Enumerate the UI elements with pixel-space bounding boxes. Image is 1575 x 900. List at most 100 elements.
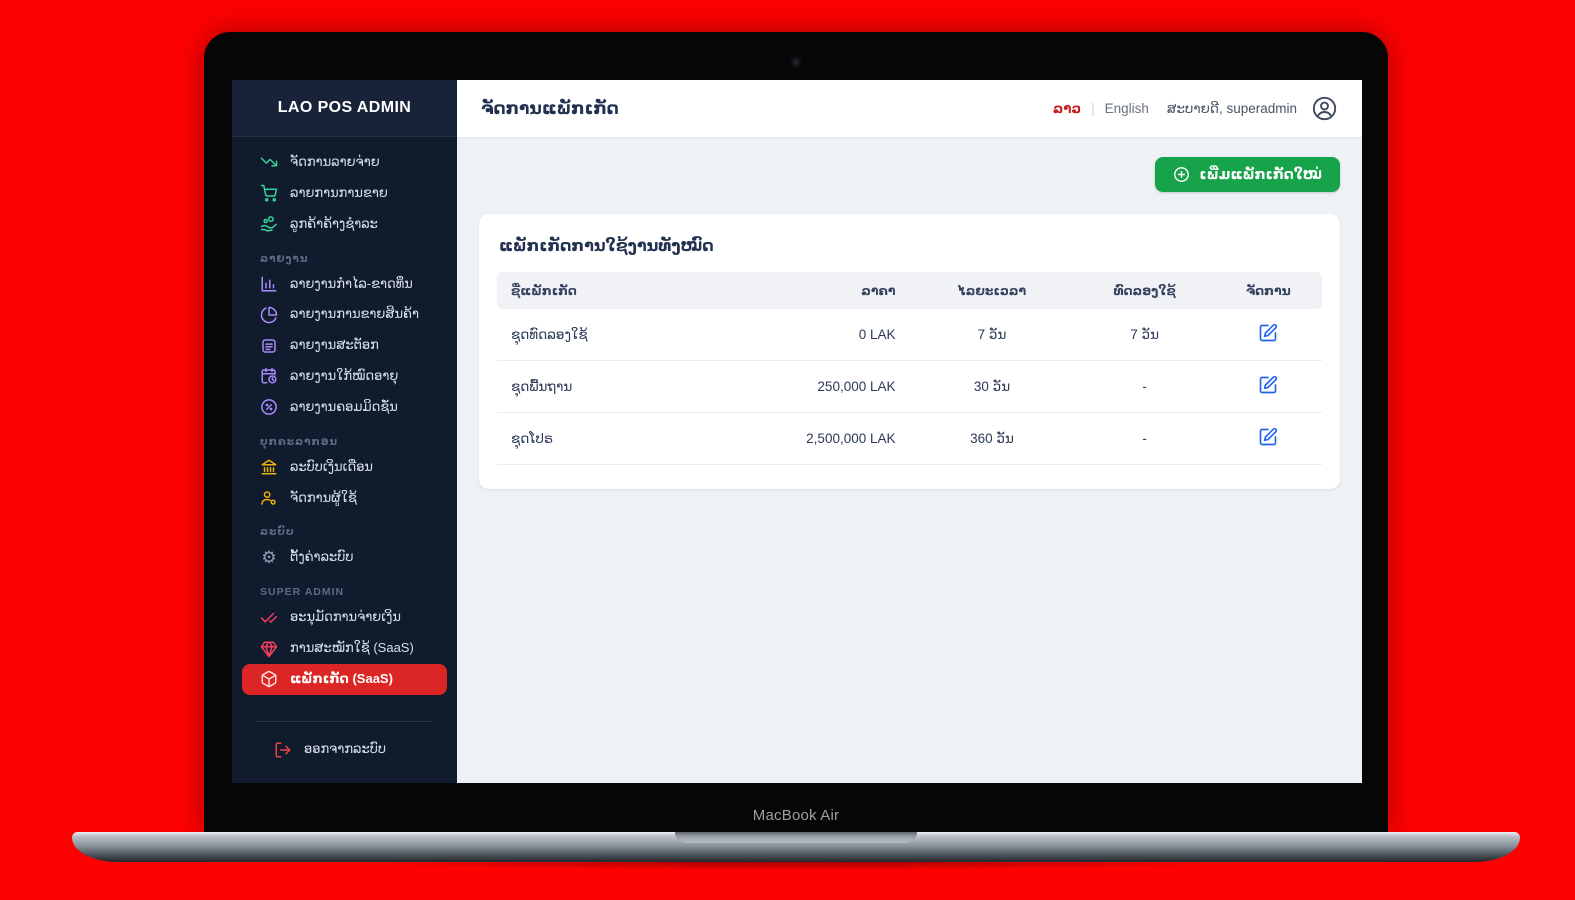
plus-circle-icon (1174, 167, 1190, 182)
pie-chart-icon (260, 306, 278, 324)
sidebar-item-label: ແພັກເກັດ (SaaS) (290, 670, 393, 686)
package-trial: - (1074, 412, 1215, 465)
sidebar-item-label: ການສະໝັກໃຊ້ (SaaS) (290, 640, 414, 656)
sidebar-item-system-settings[interactable]: ⚙ ຕັ້ງຄ່າລະບົບ (242, 542, 447, 573)
section-label-super-admin: SUPER ADMIN (260, 586, 345, 599)
logout-icon (274, 741, 292, 759)
webcam-icon (792, 58, 800, 66)
sidebar-item-approve-payments[interactable]: ອະນຸມັດການຈ່າຍເງິນ (242, 602, 447, 633)
table-header-row: ຊື່ແພັກເກັດ ລາຄາ ໄລຍະເວລາ ທົດລອງໃຊ້ ຈັດກ… (497, 272, 1322, 309)
sidebar-item-customer-debts[interactable]: ລູກຄ້າຄ້າງຊຳລະ (242, 209, 447, 240)
sidebar-item-label: ລາຍງານຄອມມິດຊັ່ນ (290, 398, 398, 414)
sidebar-item-packages-saas[interactable]: ແພັກເກັດ (SaaS) (242, 663, 447, 695)
user-badge-icon (260, 489, 278, 507)
bank-icon (260, 458, 278, 476)
package-icon (260, 670, 278, 688)
packages-card: ແພັກເກັດການໃຊ້ງານທັງໝົດ ຊື່ແພັກເກັດ ລາຄາ… (479, 214, 1340, 489)
package-duration: 360 ວັນ (909, 412, 1075, 465)
sidebar-item-subscriptions-saas[interactable]: ການສະໝັກໃຊ້ (SaaS) (242, 633, 447, 664)
main-area: ຈັດການແພັກເກັດ ລາວ | English ສະບາຍດີ, su… (457, 80, 1362, 783)
package-trial: 7 ວັນ (1074, 309, 1215, 361)
table-row: ຊຸດພື້ນຖານ 250,000 LAK 30 ວັນ - (497, 360, 1322, 413)
macbook-base (72, 832, 1520, 874)
sidebar-item-label: ລາຍງານກຳໄລ-ຂາດທຶນ (290, 275, 413, 291)
package-name: ຊຸດໂປຣ (497, 412, 778, 465)
packages-table: ຊື່ແພັກເກັດ ລາຄາ ໄລຍະເວລາ ທົດລອງໃຊ້ ຈັດກ… (497, 272, 1322, 465)
logout-area: ອອກຈາກລະບົບ (256, 721, 433, 783)
package-duration: 30 ວັນ (909, 360, 1075, 413)
sidebar-item-profit-loss-report[interactable]: ລາຍງານກຳໄລ-ຂາດທຶນ (242, 269, 447, 300)
sidebar-item-product-sales-report[interactable]: ລາຍງານການຂາຍສິນຄ້າ (242, 299, 447, 330)
column-header-price: ລາຄາ (777, 272, 910, 309)
sidebar-item-label: ລູກຄ້າຄ້າງຊຳລະ (290, 215, 378, 231)
user-greeting: ສະບາຍດີ, superadmin (1166, 100, 1297, 116)
macbook-screen-frame: LAO POS ADMIN ຈັດການລາຍຈ່າຍ ລາຍການການຂາຍ (204, 32, 1388, 832)
gem-icon (260, 640, 278, 658)
sidebar-item-payroll-system[interactable]: ລະບົບເງິນເດືອນ (242, 452, 447, 483)
trending-down-icon (260, 153, 278, 171)
calendar-clock-icon (260, 367, 278, 385)
app-window: LAO POS ADMIN ຈັດການລາຍຈ່າຍ ລາຍການການຂາຍ (232, 80, 1362, 783)
column-header-trial: ທົດລອງໃຊ້ (1074, 272, 1215, 309)
column-header-duration: ໄລຍະເວລາ (909, 272, 1075, 309)
column-header-name: ຊື່ແພັກເກັດ (497, 272, 778, 309)
macbook-hinge-notch (675, 832, 917, 843)
sidebar: LAO POS ADMIN ຈັດການລາຍຈ່າຍ ລາຍການການຂາຍ (232, 80, 457, 783)
package-price: 250,000 LAK (777, 360, 910, 413)
section-label-reports: ລາຍງານ (260, 252, 309, 265)
edit-package-button[interactable] (1258, 427, 1278, 447)
gear-icon: ⚙ (261, 548, 277, 568)
sidebar-item-commission-report[interactable]: ລາຍງານຄອມມິດຊັ່ນ (242, 392, 447, 423)
top-bar: ຈັດການແພັກເກັດ ລາວ | English ສະບາຍດີ, su… (457, 80, 1362, 137)
edit-package-button[interactable] (1258, 375, 1278, 395)
shopping-cart-icon (260, 184, 278, 202)
top-bar-right: ລາວ | English ສະບາຍດີ, superadmin (1053, 95, 1338, 122)
package-name: ຊຸດທົດລອງໃຊ້ (497, 309, 778, 361)
language-divider: | (1091, 101, 1095, 116)
add-package-label: ເພີ່ມແພັກເກັດໃໝ່ (1199, 166, 1322, 182)
section-label-system: ລະບົບ (260, 526, 295, 539)
table-row: ຊຸດທົດລອງໃຊ້ 0 LAK 7 ວັນ 7 ວັນ (497, 309, 1322, 361)
sidebar-item-label: ລາຍງານການຂາຍສິນຄ້າ (290, 306, 420, 322)
percent-circle-icon (260, 398, 278, 416)
logout-button[interactable]: ອອກຈາກລະບົບ (260, 734, 429, 765)
sidebar-item-label: ລາຍງານໃກ້ໝົດອາຍຸ (290, 368, 399, 384)
page-title: ຈັດການແພັກເກັດ (481, 98, 619, 118)
sidebar-item-sales-list[interactable]: ລາຍການການຂາຍ (242, 178, 447, 209)
language-toggle-lao[interactable]: ລາວ (1052, 100, 1082, 116)
logout-label: ອອກຈາກລະບົບ (304, 741, 386, 757)
package-duration: 7 ວັນ (909, 309, 1075, 361)
sidebar-item-expiring-report[interactable]: ລາຍງານໃກ້ໝົດອາຍຸ (242, 361, 447, 392)
edit-icon (1260, 427, 1278, 446)
sidebar-item-label: ລະບົບເງິນເດືອນ (290, 458, 373, 474)
bar-chart-icon (260, 275, 278, 293)
check-check-icon (260, 609, 278, 627)
hand-coins-icon (260, 215, 278, 233)
sidebar-item-label: ລາຍງານສະຕັອກ (290, 337, 379, 353)
language-toggle-english[interactable]: English (1104, 101, 1149, 116)
sidebar-item-label: ຈັດການຜູ້ໃຊ້ (290, 489, 357, 505)
edit-icon (1260, 323, 1278, 342)
device-label: MacBook Air (752, 807, 840, 824)
sidebar-item-manage-users[interactable]: ຈັດການຜູ້ໃຊ້ (242, 483, 447, 514)
column-header-manage: ຈັດການ (1214, 272, 1322, 309)
package-trial: - (1074, 360, 1215, 413)
sidebar-item-manage-expenses[interactable]: ຈັດການລາຍຈ່າຍ (242, 147, 447, 178)
sidebar-item-label: ຕັ້ງຄ່າລະບົບ (290, 549, 354, 565)
package-price: 2,500,000 LAK (777, 412, 910, 465)
table-row: ຊຸດໂປຣ 2,500,000 LAK 360 ວັນ - (497, 412, 1322, 465)
sidebar-item-label: ອະນຸມັດການຈ່າຍເງິນ (290, 609, 401, 625)
add-package-button[interactable]: ເພີ່ມແພັກເກັດໃໝ່ (1155, 157, 1340, 192)
user-circle-icon[interactable] (1311, 95, 1338, 122)
card-title: ແພັກເກັດການໃຊ້ງານທັງໝົດ (499, 238, 714, 255)
toolbar: ເພີ່ມແພັກເກັດໃໝ່ (479, 157, 1340, 192)
sidebar-nav: ຈັດການລາຍຈ່າຍ ລາຍການການຂາຍ ລູກຄ້າຄ້າງຊຳລ… (232, 137, 457, 783)
sidebar-item-stock-report[interactable]: ລາຍງານສະຕັອກ (242, 330, 447, 361)
sidebar-item-label: ຈັດການລາຍຈ່າຍ (290, 154, 380, 169)
package-price: 0 LAK (777, 309, 910, 361)
sidebar-item-label: ລາຍການການຂາຍ (290, 184, 388, 200)
app-logo: LAO POS ADMIN (232, 80, 457, 137)
edit-package-button[interactable] (1258, 323, 1278, 343)
stock-document-icon (260, 337, 278, 355)
